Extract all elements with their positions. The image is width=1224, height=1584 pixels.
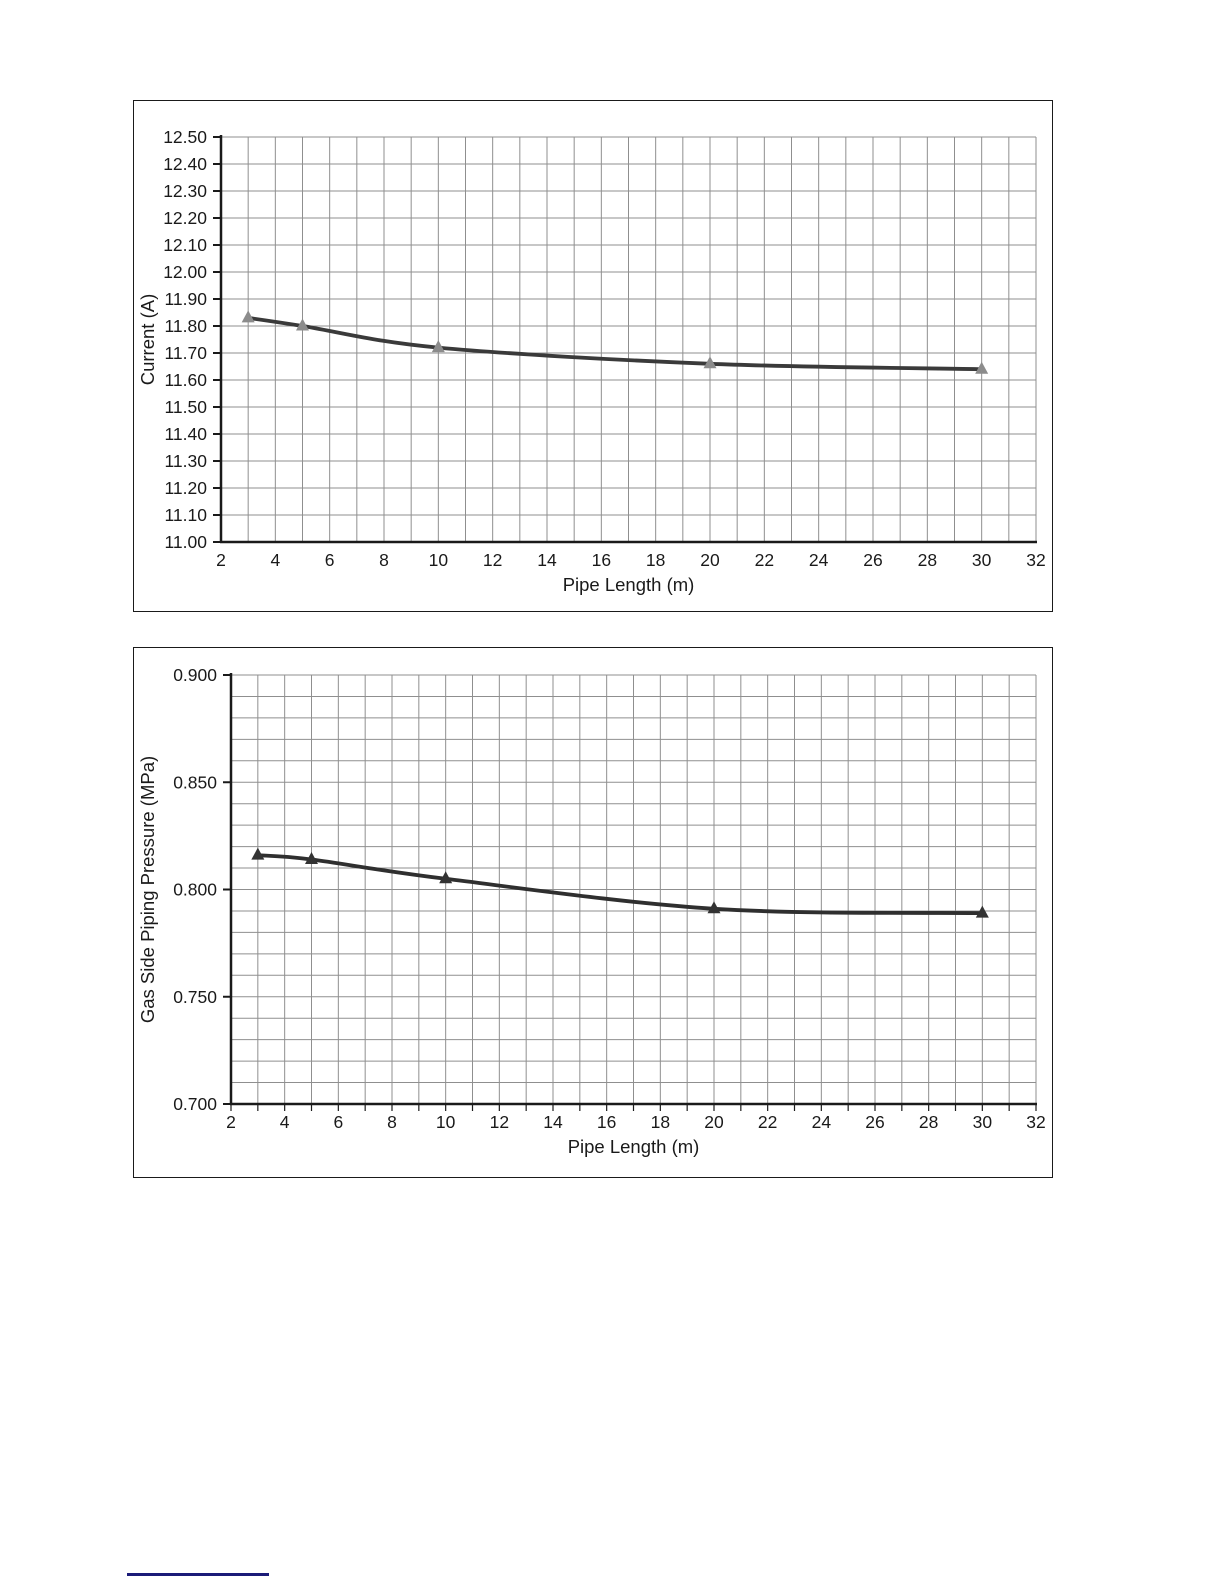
- x-tick-label: 2: [216, 550, 226, 570]
- x-tick-label: 24: [812, 1112, 832, 1132]
- y-tick-label: 0.850: [173, 772, 217, 792]
- data-point-triangle-marker: [251, 847, 265, 860]
- x-tick-label: 26: [865, 1112, 884, 1132]
- x-axis-title: Pipe Length (m): [563, 574, 695, 595]
- y-tick-label: 12.40: [163, 154, 207, 174]
- y-tick-label: 11.60: [165, 370, 208, 390]
- x-tick-label: 6: [325, 550, 335, 570]
- x-tick-label: 18: [646, 550, 665, 570]
- y-tick-label: 11.40: [165, 424, 208, 444]
- x-tick-label: 16: [597, 1112, 616, 1132]
- y-tick-label: 11.70: [165, 343, 208, 363]
- y-tick-label: 11.30: [165, 451, 208, 471]
- data-point-triangle-marker: [703, 356, 717, 369]
- x-tick-label: 10: [436, 1112, 456, 1132]
- data-point-triangle-marker: [241, 310, 255, 323]
- x-tick-label: 4: [270, 550, 280, 570]
- x-tick-label: 6: [333, 1112, 343, 1132]
- y-tick-label: 11.90: [165, 289, 208, 309]
- y-tick-label: 11.50: [165, 397, 208, 417]
- x-tick-label: 20: [704, 1112, 724, 1132]
- x-tick-label: 10: [429, 550, 449, 570]
- data-point-triangle-marker: [975, 905, 989, 918]
- x-tick-label: 12: [483, 550, 502, 570]
- current-chart-canvas: 11.00 11.10 11.20 11.30 11.40 11.50 11.60 11.70…: [137, 127, 1046, 595]
- series-line: [255, 853, 985, 915]
- y-tick-label: 11.00: [165, 532, 208, 552]
- x-tick-label: 2: [226, 1112, 236, 1132]
- y-tick-label: 11.80: [165, 316, 208, 336]
- x-tick-label: 16: [592, 550, 611, 570]
- x-tick-label: 4: [280, 1112, 290, 1132]
- y-tick-label: 12.50: [163, 127, 207, 147]
- y-tick-label: 12.10: [163, 235, 207, 255]
- y-tick-label: 11.20: [165, 478, 208, 498]
- data-point-triangle-marker: [296, 318, 309, 331]
- x-tick-label: 8: [379, 550, 389, 570]
- x-tick-label: 14: [537, 550, 557, 570]
- data-point-triangle-marker: [439, 871, 453, 884]
- y-tick-label: 0.900: [173, 665, 217, 685]
- x-tick-label: 24: [809, 550, 829, 570]
- x-tick-label: 12: [490, 1112, 509, 1132]
- x-tick-label: 26: [863, 550, 882, 570]
- x-tick-label: 32: [1026, 1112, 1045, 1132]
- x-tick-label: 14: [543, 1112, 563, 1132]
- data-point-triangle-marker: [305, 851, 318, 864]
- y-tick-label: 0.700: [173, 1094, 217, 1114]
- x-tick-label: 30: [972, 550, 992, 570]
- data-point-triangle-marker: [975, 361, 989, 374]
- y-tick-label: 12.00: [163, 262, 207, 282]
- y-axis-title: Current (A): [137, 294, 158, 386]
- y-tick-label: 0.800: [173, 880, 217, 900]
- x-tick-label: 8: [387, 1112, 397, 1132]
- x-tick-label: 32: [1026, 550, 1045, 570]
- y-tick-label: 12.20: [163, 208, 207, 228]
- data-point-triangle-marker: [431, 340, 445, 353]
- x-tick-label: 20: [700, 550, 720, 570]
- y-axis-title: Gas Side Piping Pressure (MPa): [137, 756, 158, 1023]
- x-tick-label: 22: [758, 1112, 777, 1132]
- data-point-triangle-marker: [707, 901, 721, 914]
- current-vs-pipe-length-chart: 11.00 11.10 11.20 11.30 11.40 11.50 11.60 11.70…: [133, 100, 1053, 612]
- pressure-vs-pipe-length-chart: 0.700 0.750 0.800 0.850 0.900 2 4 6 8 10 12 14 16 18 2…: [133, 647, 1053, 1178]
- x-axis-title: Pipe Length (m): [568, 1136, 700, 1157]
- x-tick-label: 28: [918, 550, 937, 570]
- y-tick-label: 0.750: [173, 987, 217, 1007]
- footnote-separator-line: [127, 1573, 269, 1576]
- y-tick-label: 12.30: [163, 181, 207, 201]
- x-tick-label: 28: [919, 1112, 938, 1132]
- y-tick-label: 11.10: [165, 505, 208, 525]
- x-tick-label: 22: [755, 550, 774, 570]
- x-tick-label: 18: [651, 1112, 670, 1132]
- x-tick-label: 30: [973, 1112, 993, 1132]
